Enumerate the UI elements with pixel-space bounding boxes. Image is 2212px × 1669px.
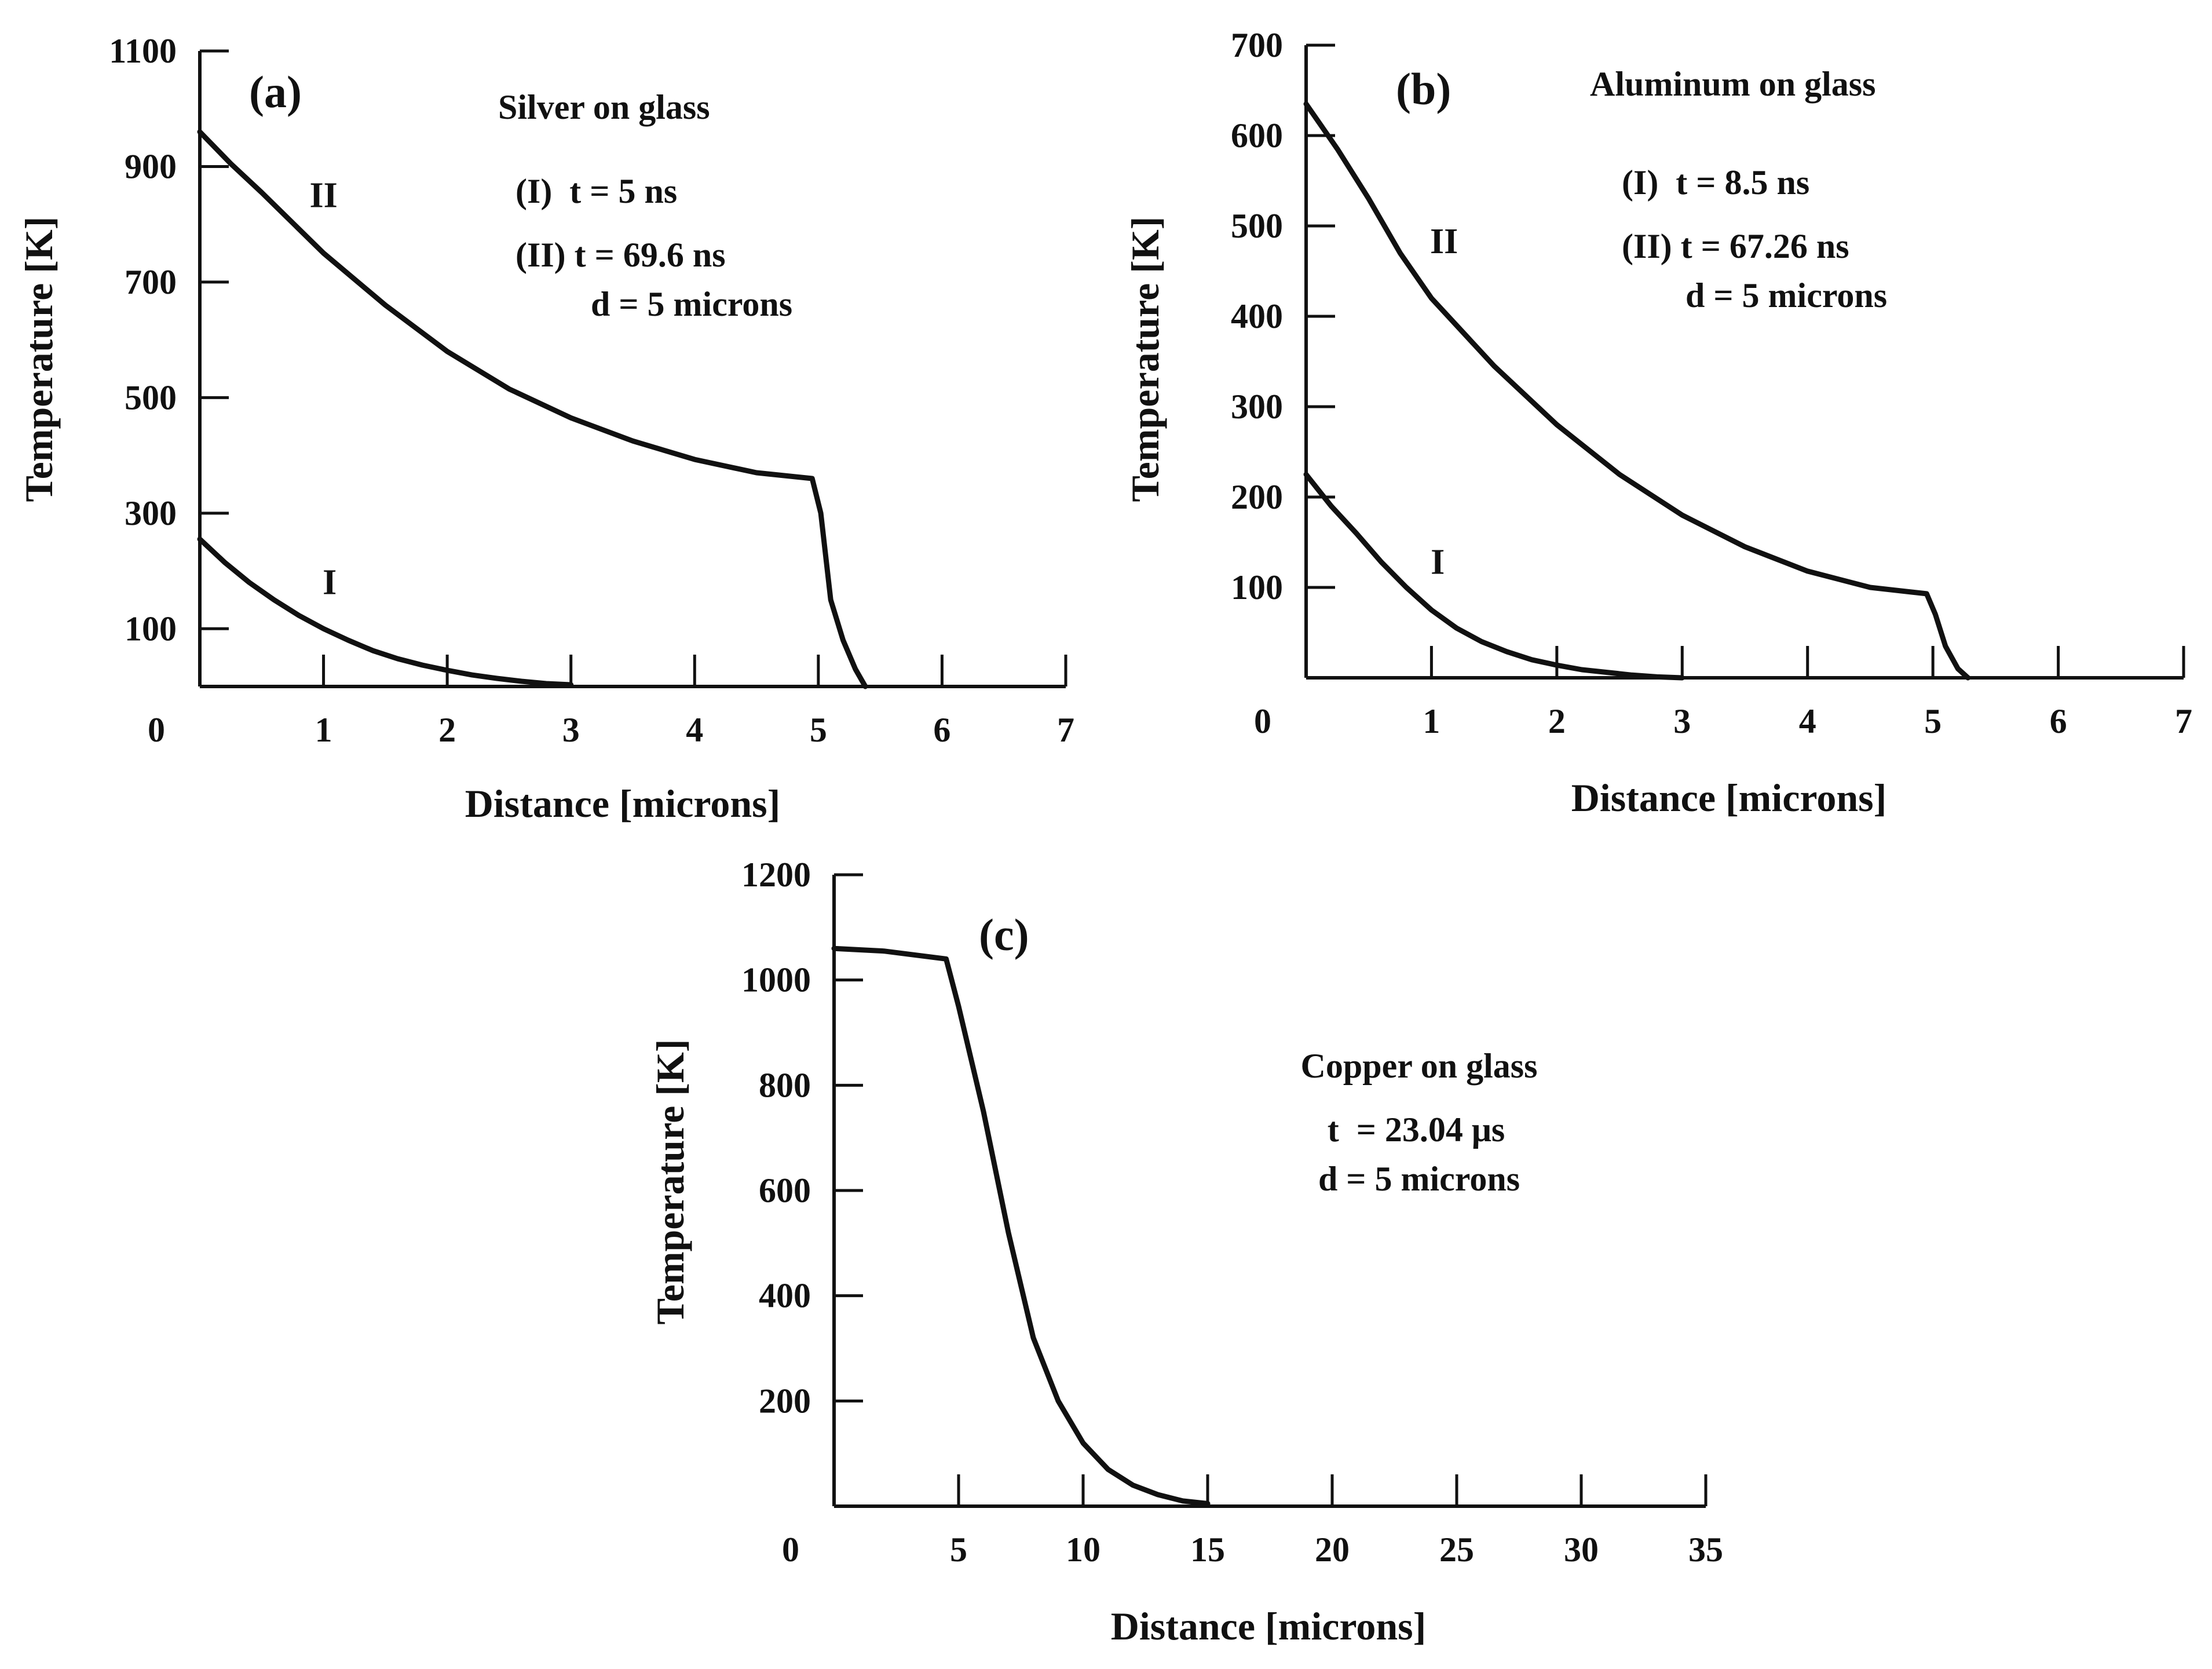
y-tick-label: 700 xyxy=(1231,26,1283,64)
x-tick-label: 3 xyxy=(1673,702,1691,740)
x-tick-label: 10 xyxy=(1066,1531,1100,1569)
y-tick-label: 600 xyxy=(759,1171,811,1210)
annotation: (I) t = 5 ns xyxy=(515,172,677,210)
x-axis-label: Distance [microns] xyxy=(465,781,781,826)
x-tick-label: 3 xyxy=(562,711,580,749)
panel-a-silver-on-glass: 1 2 3 4 5 6 7 100 300 500 700 900 1100 0 Distance [mic… xyxy=(17,32,1074,826)
annotation: d = 5 microns xyxy=(591,285,792,323)
y-tick-label: 200 xyxy=(1231,478,1283,516)
x-tick-label: 5 xyxy=(1924,702,1942,740)
x-tick-label: 2 xyxy=(1548,702,1566,740)
y-tick-label: 700 xyxy=(125,263,177,301)
y-tick-label: 900 xyxy=(125,147,177,185)
x-tick-label: 6 xyxy=(2050,702,2067,740)
origin-label: 0 xyxy=(148,711,165,749)
x-tick-label: 2 xyxy=(438,711,456,749)
y-tick-label: 400 xyxy=(1231,297,1283,335)
annotation: (II) t = 69.6 ns xyxy=(515,236,726,274)
x-tick-label: 20 xyxy=(1315,1531,1350,1569)
panel-c-copper-on-glass: 5 10 15 20 25 30 35 200 400 600 800 1000 1200 0 Distan… xyxy=(648,856,1723,1648)
origin-label: 0 xyxy=(1254,702,1271,740)
y-axis-label: Temperature [K] xyxy=(1123,217,1167,502)
x-tick-label: 25 xyxy=(1439,1531,1474,1569)
series-line-ii xyxy=(1303,101,1971,681)
annotation: d = 5 microns xyxy=(1318,1160,1520,1198)
y-tick-label: 200 xyxy=(759,1382,811,1420)
x-tick-label: 4 xyxy=(686,711,703,749)
y-tick-label: 500 xyxy=(1231,207,1283,245)
series-line-ii xyxy=(197,129,868,689)
panel-b-aluminum-on-glass: 1 2 3 4 5 6 7 100 200 300 400 500 600 700 0 Distance [m… xyxy=(1123,26,2192,820)
y-axis-label: Temperature [K] xyxy=(648,1039,692,1325)
y-tick-label: 100 xyxy=(1231,568,1283,607)
x-axis-label: Distance [microns] xyxy=(1111,1604,1427,1648)
y-tick-label: 300 xyxy=(125,494,177,532)
y-tick-label: 100 xyxy=(125,609,177,648)
chart-title: Copper on glass xyxy=(1301,1047,1538,1085)
y-tick-label: 600 xyxy=(1231,116,1283,155)
annotation: (I) t = 8.5 ns xyxy=(1622,163,1809,202)
series-label: I xyxy=(323,563,337,602)
y-tick-label: 300 xyxy=(1231,388,1283,426)
x-tick-label: 35 xyxy=(1688,1531,1723,1569)
series-line-t-23-04-s xyxy=(831,945,1211,1506)
x-tick-label: 5 xyxy=(950,1531,967,1569)
x-tick-label: 7 xyxy=(1057,711,1074,749)
series-label: I xyxy=(1431,543,1445,582)
x-tick-label: 6 xyxy=(933,711,950,749)
panel-label: (a) xyxy=(249,67,302,117)
series-label: II xyxy=(1430,222,1458,261)
y-tick-label: 500 xyxy=(125,378,177,417)
panel-label: (b) xyxy=(1396,64,1451,114)
y-tick-label: 400 xyxy=(759,1277,811,1315)
y-tick-label: 1000 xyxy=(741,961,811,999)
x-axis-label: Distance [microns] xyxy=(1571,776,1887,820)
annotation: d = 5 microns xyxy=(1685,276,1887,315)
y-tick-label: 1200 xyxy=(741,856,811,894)
x-tick-label: 5 xyxy=(810,711,827,749)
annotation: t = 23.04 μs xyxy=(1328,1111,1505,1149)
panel-label: (c) xyxy=(979,910,1029,960)
series-line-i xyxy=(197,536,574,688)
x-tick-label: 1 xyxy=(315,711,332,749)
x-tick-label: 30 xyxy=(1564,1531,1599,1569)
y-axis-label: Temperature [K] xyxy=(17,217,61,502)
chart-title: Aluminum on glass xyxy=(1590,65,1875,103)
x-tick-label: 15 xyxy=(1190,1531,1225,1569)
y-tick-label: 1100 xyxy=(109,32,177,70)
x-tick-label: 1 xyxy=(1423,702,1440,740)
series-label: II xyxy=(309,176,337,215)
chart-title: Silver on glass xyxy=(498,88,710,126)
annotation: (II) t = 67.26 ns xyxy=(1622,227,1849,265)
origin-label: 0 xyxy=(782,1531,799,1569)
x-tick-label: 4 xyxy=(1799,702,1816,740)
y-tick-label: 800 xyxy=(759,1066,811,1104)
series-line-i xyxy=(1303,472,1685,681)
x-tick-label: 7 xyxy=(2175,702,2192,740)
